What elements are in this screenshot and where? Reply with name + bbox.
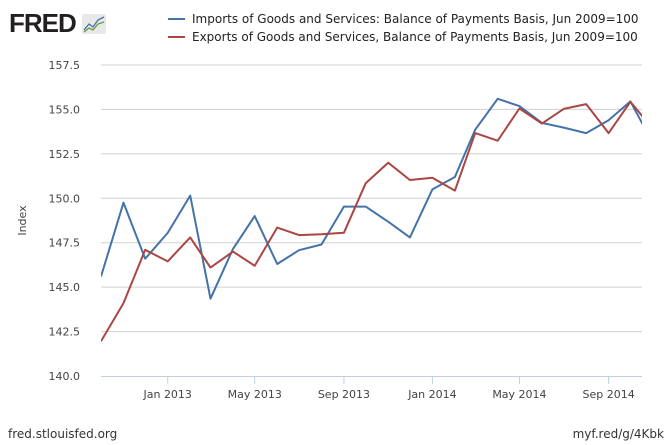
y-tick-label: 145.0 — [49, 281, 81, 294]
y-tick-label: 140.0 — [49, 370, 81, 383]
y-axis-label: Index — [16, 205, 29, 236]
fred-logo: FRED — [9, 8, 107, 39]
legend-item-exports: Exports of Goods and Services, Balance o… — [168, 28, 639, 46]
legend-label-exports: Exports of Goods and Services, Balance o… — [192, 30, 638, 44]
imports-series-line — [101, 97, 642, 300]
x-tick-label: Jan 2014 — [407, 388, 456, 401]
legend-label-imports: Imports of Goods and Services: Balance o… — [192, 12, 639, 26]
exports-series-line — [101, 100, 642, 342]
legend: Imports of Goods and Services: Balance o… — [168, 10, 639, 46]
logo-graph-icon — [82, 14, 107, 34]
logo-text: FRED — [9, 8, 77, 38]
short-url-link[interactable]: myf.red/g/4Kbk — [572, 427, 664, 441]
legend-swatch-imports — [168, 18, 185, 20]
y-tick-label: 152.5 — [49, 148, 81, 161]
x-tick-label: Sep 2014 — [583, 388, 635, 401]
source-link[interactable]: fred.stlouisfed.org — [8, 427, 118, 441]
legend-swatch-exports — [168, 36, 185, 38]
x-tick-label: Jan 2013 — [142, 388, 191, 401]
y-tick-label: 155.0 — [49, 103, 81, 116]
y-tick-label: 142.5 — [49, 326, 81, 339]
y-tick-label: 147.5 — [49, 237, 81, 250]
x-tick-label: Sep 2013 — [318, 388, 370, 401]
y-tick-label: 157.5 — [49, 59, 81, 72]
y-tick-label: 150.0 — [49, 192, 81, 205]
x-tick-label: May 2014 — [492, 388, 546, 401]
legend-item-imports: Imports of Goods and Services: Balance o… — [168, 10, 639, 28]
x-tick-label: May 2013 — [228, 388, 282, 401]
